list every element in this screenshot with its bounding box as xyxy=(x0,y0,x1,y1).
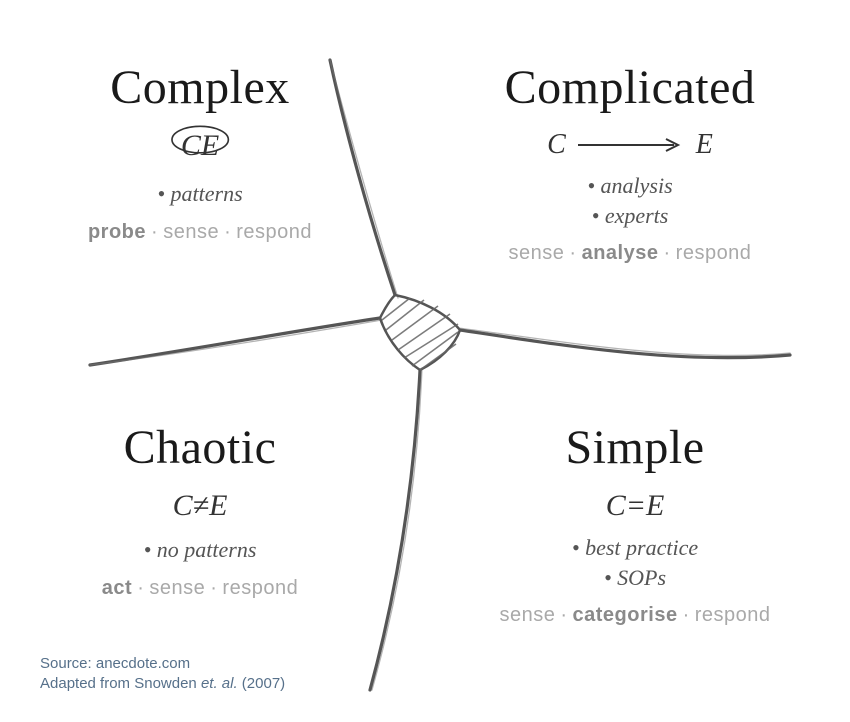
action-word: sense xyxy=(163,221,219,243)
action-word: sense xyxy=(499,604,555,626)
notation-complicated: C E xyxy=(440,129,820,161)
actions-complicated: sense·analyse·respond xyxy=(440,242,820,265)
bullets-complex: patterns xyxy=(40,179,360,209)
quadrant-chaotic: Chaotic C≠E no patterns act·sense·respon… xyxy=(40,420,360,600)
action-word: respond xyxy=(222,577,298,599)
source-footer: Source: anecdote.com Adapted from Snowde… xyxy=(40,654,285,695)
footer-line-2: Adapted from Snowden et. al. (2007) xyxy=(40,674,285,694)
bullet-item: SOPs xyxy=(460,563,810,593)
title-complicated: Complicated xyxy=(440,60,820,115)
actions-complex: probe·sense·respond xyxy=(40,221,360,244)
action-word: sense xyxy=(509,242,565,264)
notation-simple: C=E xyxy=(460,489,810,523)
footer-em: et. al. xyxy=(201,675,238,692)
footer-text: Adapted from Snowden xyxy=(40,675,201,692)
bullet-item: no patterns xyxy=(40,535,360,565)
bullets-chaotic: no patterns xyxy=(40,535,360,565)
action-bold: categorise xyxy=(573,604,678,626)
notation-chaotic: C≠E xyxy=(40,489,360,523)
footer-text: (2007) xyxy=(238,675,286,692)
action-word: respond xyxy=(676,242,752,264)
bullets-simple: best practice SOPs xyxy=(460,533,810,592)
title-simple: Simple xyxy=(460,420,810,475)
notation-complex-text: CE xyxy=(181,129,219,162)
arrow-icon xyxy=(576,136,686,154)
action-word: respond xyxy=(236,221,312,243)
footer-line-1: Source: anecdote.com xyxy=(40,654,285,674)
action-bold: act xyxy=(102,577,132,599)
quadrant-complex: Complex CE patterns probe·sense·respond xyxy=(40,60,360,244)
actions-simple: sense·categorise·respond xyxy=(460,604,810,627)
title-complex: Complex xyxy=(40,60,360,115)
bullet-item: experts xyxy=(440,201,820,231)
bullets-complicated: analysis experts xyxy=(440,171,820,230)
notation-e: E xyxy=(696,129,713,161)
bullet-item: analysis xyxy=(440,171,820,201)
action-bold: analyse xyxy=(582,242,659,264)
actions-chaotic: act·sense·respond xyxy=(40,577,360,600)
action-word: sense xyxy=(149,577,205,599)
title-chaotic: Chaotic xyxy=(40,420,360,475)
action-bold: probe xyxy=(88,221,146,243)
notation-complex: CE xyxy=(181,129,219,163)
quadrant-complicated: Complicated C E analysis experts sense·a… xyxy=(440,60,820,265)
quadrant-simple: Simple C=E best practice SOPs sense·cate… xyxy=(460,420,810,627)
notation-c: C xyxy=(547,129,566,161)
bullet-item: patterns xyxy=(40,179,360,209)
action-word: respond xyxy=(695,604,771,626)
bullet-item: best practice xyxy=(460,533,810,563)
